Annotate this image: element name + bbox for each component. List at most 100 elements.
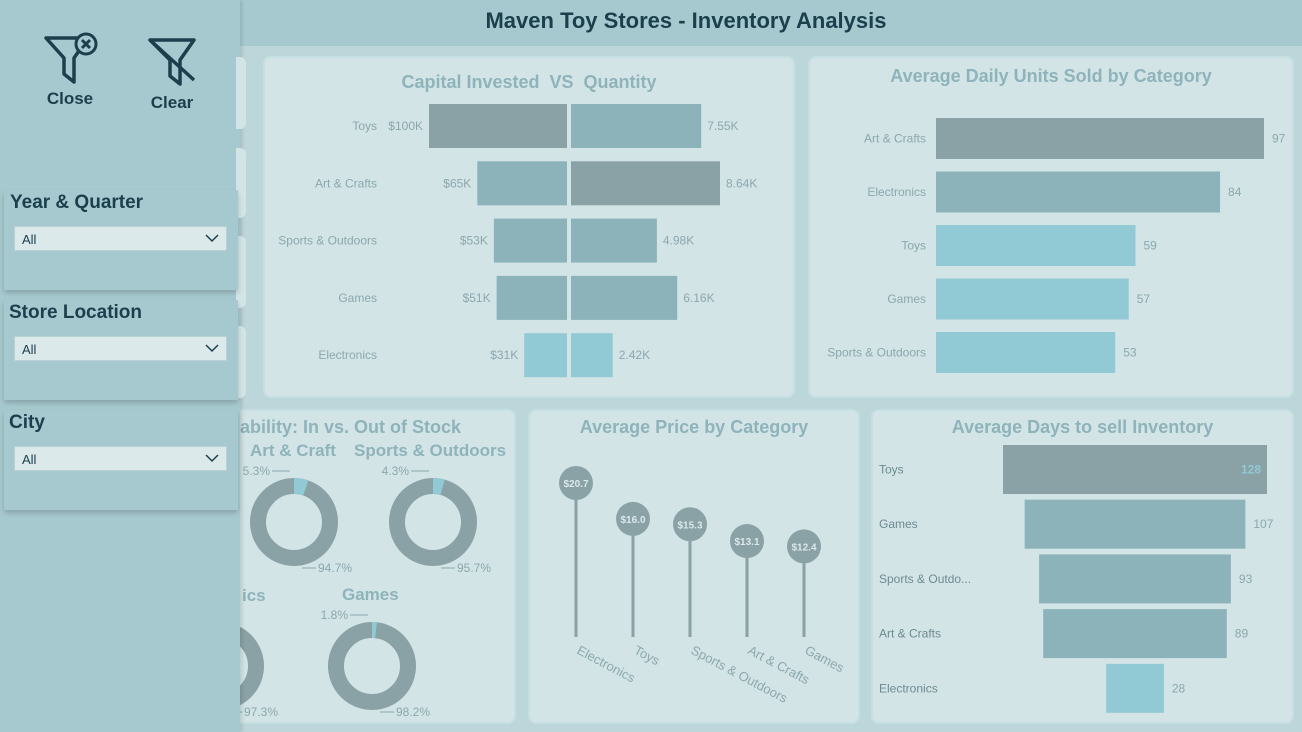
capital-bar <box>429 104 567 148</box>
donut-title-games: Games <box>342 585 399 604</box>
clear-filters-button[interactable]: Clear <box>142 34 202 113</box>
capital-bar <box>524 333 567 378</box>
price-dot <box>730 524 764 559</box>
price-label: $12.4 <box>791 542 816 553</box>
chevron-down-icon <box>205 454 219 463</box>
slicer-city: City All <box>4 410 238 510</box>
city-dropdown[interactable]: All <box>14 446 227 471</box>
daily-units-title: Average Daily Units Sold by Category <box>890 66 1212 86</box>
chevron-down-icon <box>205 234 219 243</box>
capital-chart: Toys $100K 7.55K Art & Crafts $65K 8.64K Sport… <box>278 104 757 378</box>
filter-close-icon <box>44 32 98 84</box>
value-label: 97 <box>1272 132 1286 146</box>
category-label: Toys <box>901 239 926 253</box>
days-to-sell-title: Average Days to sell Inventory <box>951 417 1214 437</box>
category-label: Games <box>803 642 847 675</box>
quantity-bar <box>571 275 678 320</box>
filter-panel: Close Clear Year & Quarter All Store Loc… <box>0 0 246 732</box>
value-label: 59 <box>1144 239 1158 253</box>
quantity-value-label: 7.55K <box>707 119 738 133</box>
value-label: 84 <box>1228 185 1242 199</box>
close-panel-button[interactable]: Close <box>40 30 100 109</box>
availability-title: ability: In vs. Out of Stock <box>240 417 462 437</box>
capital-bar <box>496 275 567 320</box>
slicer-title: Store Location <box>9 302 143 323</box>
out-of-stock-label: 1.8% <box>321 608 349 622</box>
donut-out-of-stock-slice <box>389 478 477 566</box>
capital-bar <box>493 218 567 263</box>
dropdown-value: All <box>22 452 37 467</box>
out-of-stock-label: 4.3% <box>382 464 410 478</box>
category-label: Toys <box>632 642 663 668</box>
quantity-value-label: 6.16K <box>683 291 714 305</box>
price-label: $20.7 <box>563 479 588 490</box>
daily-units-bar <box>936 171 1221 213</box>
availability-donuts: 5.3% 94.7% 4.3% 95.7% 97.3% 1.8% 98.2% <box>202 464 491 719</box>
in-stock-label: 98.2% <box>396 705 430 719</box>
category-label: Electronics <box>318 348 377 362</box>
in-stock-label: 95.7% <box>457 561 491 575</box>
value-label: 28 <box>1172 681 1186 695</box>
quantity-bar <box>571 161 720 206</box>
category-label: Art & Crafts <box>315 176 377 190</box>
quantity-value-label: 4.98K <box>663 234 694 248</box>
category-label: Sports & Outdoors <box>689 642 791 706</box>
capital-value-label: $100K <box>388 119 423 133</box>
hidden-card-stub <box>236 57 246 129</box>
category-label: Electronics <box>879 681 938 695</box>
hidden-card-stub <box>236 236 246 308</box>
in-stock-label: 97.3% <box>244 705 278 719</box>
category-label: Sports & Outdo... <box>879 572 971 586</box>
category-label: Toys <box>352 119 377 133</box>
price-dot <box>787 529 821 564</box>
days-bar <box>1024 499 1246 549</box>
slicer-title: City <box>9 412 45 433</box>
year-quarter-dropdown[interactable]: All <box>14 226 227 251</box>
capital-value-label: $65K <box>443 176 471 190</box>
days-bar <box>1003 445 1267 494</box>
category-label: Games <box>879 517 918 531</box>
donut-in-stock-ring <box>389 478 477 566</box>
category-label: Sports & Outdoors <box>278 234 377 248</box>
donut-out-of-stock-slice <box>250 478 338 566</box>
out-of-stock-label: 5.3% <box>243 464 271 478</box>
clear-label: Clear <box>150 93 194 112</box>
category-label: Electronics <box>575 642 639 685</box>
slicer-year-quarter: Year & Quarter All <box>4 190 238 290</box>
donut-title-electronics: ics <box>242 586 266 605</box>
price-dot <box>616 501 650 536</box>
days-to-sell-card[interactable]: Average Days to sell Inventory Toys 128 Ga… <box>871 409 1294 724</box>
donut-out-of-stock-slice <box>328 622 416 710</box>
store-location-dropdown[interactable]: All <box>14 336 227 361</box>
value-label: 128 <box>1241 463 1261 477</box>
close-label: Close <box>46 89 94 108</box>
availability-card[interactable]: ability: In vs. Out of Stock Art & Craft… <box>200 409 516 724</box>
hidden-card-stub <box>236 148 246 218</box>
value-label: 89 <box>1235 627 1249 641</box>
capital-value-label: $31K <box>490 348 518 362</box>
avg-price-card[interactable]: Average Price by Category $20.7 Electroni… <box>528 409 860 724</box>
dropdown-value: All <box>22 232 37 247</box>
page-title: Maven Toy Stores - Inventory Analysis <box>485 8 887 33</box>
capital-bar <box>477 161 567 206</box>
days-bar <box>1039 554 1231 604</box>
category-label: Sports & Outdoors <box>827 346 926 360</box>
days-bar <box>1043 609 1227 659</box>
donut-in-stock-ring <box>328 622 416 710</box>
price-dot <box>559 466 593 500</box>
chevron-down-icon <box>205 344 219 353</box>
value-label: 53 <box>1123 346 1137 360</box>
quantity-value-label: 8.64K <box>726 176 757 190</box>
donut-in-stock-ring <box>250 478 338 566</box>
price-label: $16.0 <box>620 515 645 526</box>
hidden-card-stub <box>236 326 246 398</box>
category-label: Art & Crafts <box>864 132 926 146</box>
category-label: Electronics <box>867 185 926 199</box>
value-label: 93 <box>1239 572 1253 586</box>
category-label: Art & Crafts <box>879 627 941 641</box>
daily-units-card[interactable]: Average Daily Units Sold by Category Art… <box>808 56 1294 398</box>
quantity-value-label: 2.42K <box>619 348 650 362</box>
quantity-bar <box>571 333 613 378</box>
capital-vs-quantity-card[interactable]: Capital Invested VS Quantity Toys $100K 7.… <box>263 56 795 398</box>
quantity-bar <box>571 104 702 148</box>
